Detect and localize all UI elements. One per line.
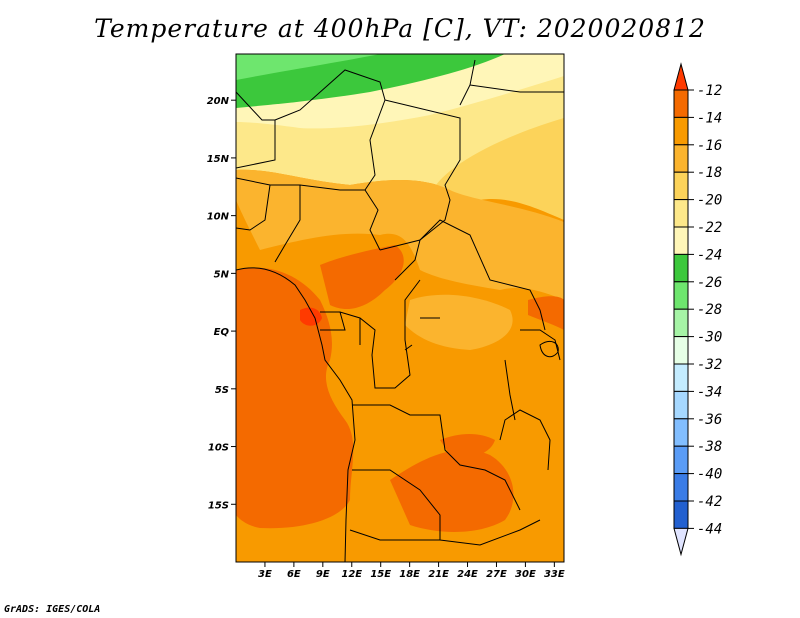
colorbar-top-arrow — [673, 62, 689, 91]
colorbar-swatch — [673, 473, 689, 502]
field-patch-central-16 — [405, 294, 513, 350]
colorbar-swatch — [673, 336, 689, 365]
colorbar-swatch — [673, 281, 689, 310]
colorbar-swatch — [673, 308, 689, 338]
field-hot-spot — [300, 307, 322, 326]
lon-tick-label: 18E — [399, 569, 420, 580]
colorbar-swatch — [673, 199, 689, 228]
colorbar-label: -36 — [697, 412, 722, 428]
field-warm-central — [320, 245, 404, 310]
lat-tick-label: 20N — [207, 96, 230, 107]
colorbar-label: -24 — [697, 247, 722, 263]
lon-tick-label: 33E — [544, 569, 565, 580]
lon-tick-label: 6E — [287, 569, 301, 580]
colorbar-swatch — [673, 89, 689, 118]
colorbar-label: -12 — [697, 83, 722, 99]
lat-tick-label: 15N — [207, 154, 230, 165]
field-warm-patch-south — [440, 434, 495, 457]
colorbar-label: -34 — [697, 384, 722, 400]
lon-tick-label: 9E — [316, 569, 330, 580]
lon-tick-label: 12E — [341, 569, 362, 580]
colorbar-swatch — [673, 500, 689, 529]
lat-tick-label: 10S — [208, 443, 229, 454]
colorbar-label: -14 — [697, 110, 722, 126]
grads-credit: GrADS: IGES/COLA — [4, 604, 101, 615]
map-title: Temperature at 400hPa [C], VT: 202002081… — [94, 14, 706, 43]
colorbar-swatch — [673, 390, 689, 420]
colorbar-label: -22 — [697, 220, 722, 236]
lat-tick-label: 10N — [207, 212, 230, 223]
lon-tick-label: 21E — [428, 569, 449, 580]
field-band-minus16 — [236, 169, 564, 300]
colorbar-swatch — [673, 226, 689, 255]
coastline-gulf — [236, 267, 356, 562]
colorbar-label: -40 — [697, 467, 722, 483]
colorbar-swatch — [673, 363, 689, 392]
lake-outline — [404, 317, 559, 358]
colorbar: -12 -14 -16 -18 -20 -22 -24 -26 -28 -30 -32 -34 -36 -… — [673, 62, 722, 557]
lon-tick-label: 30E — [515, 569, 536, 580]
colorbar-label: -20 — [697, 193, 722, 209]
lat-tick-label: 5N — [214, 269, 230, 280]
lon-tick-label: 27E — [486, 569, 507, 580]
field-warm-west — [236, 267, 354, 529]
map-frame — [235, 53, 565, 563]
colorbar-swatch — [673, 116, 689, 146]
temperature-field — [236, 54, 564, 562]
colorbar-label: -44 — [697, 521, 722, 537]
colorbar-swatch — [673, 253, 689, 283]
border-south-africa — [349, 329, 561, 546]
border-north-east — [236, 59, 564, 281]
colorbar-bottom-arrow — [673, 527, 689, 557]
lon-tick-label: 15E — [370, 569, 391, 580]
colorbar-swatch — [673, 445, 689, 475]
colorbar-label: -28 — [697, 302, 722, 318]
lon-tick-label: 3E — [258, 569, 272, 580]
country-borders — [236, 59, 564, 562]
colorbar-swatch — [673, 144, 689, 173]
longitude-axis: 3E 6E 9E 12E 15E 18E 21E 24E 27E 30E 33E — [258, 562, 565, 580]
border-west-africa — [236, 177, 381, 263]
colorbar-label: -30 — [697, 330, 722, 346]
colorbar-label: -16 — [697, 138, 722, 154]
field-band-minus26 — [236, 54, 380, 80]
lon-tick-label: 24E — [457, 569, 478, 580]
field-warm-southeast — [390, 449, 514, 532]
colorbar-swatch — [673, 171, 689, 201]
colorbar-label: -26 — [697, 275, 722, 291]
colorbar-label: -38 — [697, 439, 722, 455]
colorbar-label: -32 — [697, 357, 722, 373]
lat-tick-label: EQ — [214, 327, 230, 338]
lat-tick-label: 5S — [215, 385, 229, 396]
colorbar-label: -42 — [697, 494, 722, 510]
colorbar-swatch — [673, 418, 689, 447]
latitude-axis: 20N 15N 10N 5N EQ 5S 10S 15S — [207, 96, 236, 511]
colorbar-label: -18 — [697, 165, 722, 181]
field-band-minus18 — [430, 118, 564, 220]
lat-tick-label: 15S — [208, 500, 229, 511]
border-central-africa — [320, 219, 546, 389]
